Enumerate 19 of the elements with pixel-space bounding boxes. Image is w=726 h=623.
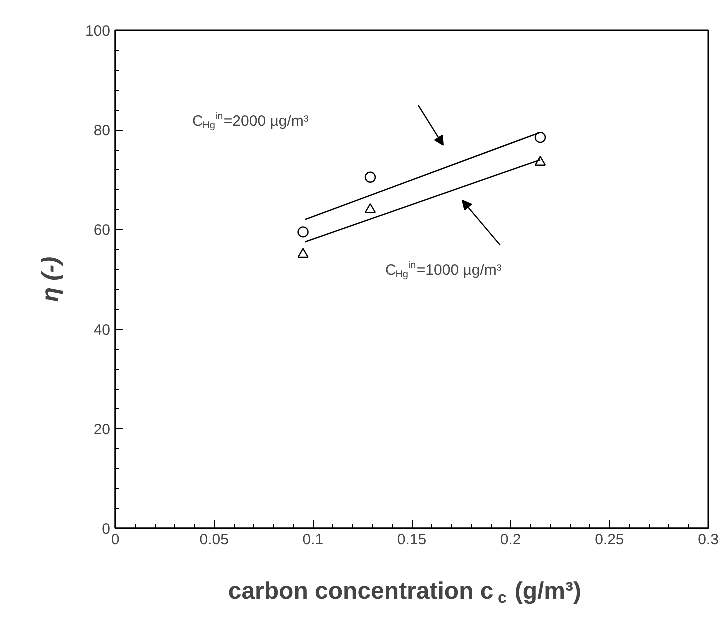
y-tick-label: 20 (94, 421, 111, 438)
x-tick-label: 0.15 (397, 532, 427, 548)
y-axis-title: η (-) (37, 256, 64, 302)
y-tick-label: 0 (102, 521, 110, 538)
point (364, 203, 376, 214)
y-tick-label: 80 (94, 122, 111, 140)
point (534, 156, 546, 166)
x-tick-label: 0.1 (302, 532, 324, 548)
x-tick-label: 0.05 (200, 532, 229, 548)
point (298, 226, 309, 238)
point (298, 248, 309, 258)
y-tick-label: 100 (85, 23, 111, 40)
point (364, 172, 376, 183)
x-tick-label: 0.3 (698, 532, 719, 548)
x-tick-label: 0.2 (500, 532, 522, 548)
y-tick-label: 40 (94, 322, 111, 339)
point (534, 132, 546, 144)
y-tick-label: 60 (94, 222, 111, 240)
x-tick-label: 0.25 (595, 532, 624, 548)
